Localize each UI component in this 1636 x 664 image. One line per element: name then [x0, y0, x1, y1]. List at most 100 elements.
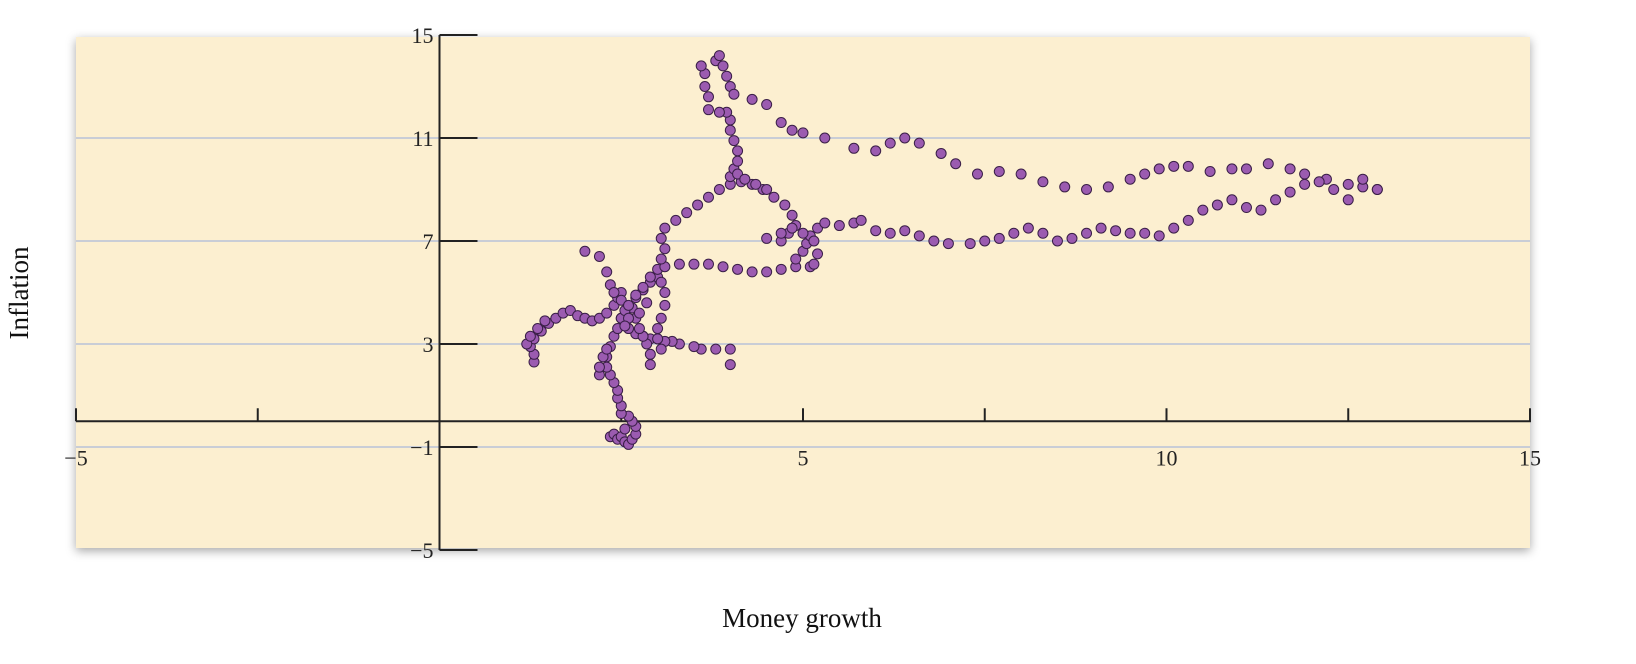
data-point: [699, 81, 711, 92]
data-point: [819, 132, 831, 144]
data-point: [655, 276, 667, 288]
data-point: [812, 248, 824, 260]
data-point: [633, 323, 645, 335]
data-point: [713, 50, 725, 62]
data-point: [1139, 168, 1151, 180]
data-point: [1204, 165, 1216, 177]
data-point: [1262, 158, 1274, 170]
data-point: [1153, 230, 1165, 242]
data-point: [913, 137, 925, 149]
data-point: [739, 173, 751, 185]
data-point: [601, 266, 613, 278]
data-point: [644, 348, 656, 360]
data-point: [899, 132, 911, 144]
data-point: [1255, 204, 1267, 216]
data-point: [1168, 222, 1180, 234]
data-point: [971, 168, 983, 180]
data-point: [761, 266, 773, 278]
data-point: [717, 60, 729, 72]
data-point: [633, 307, 645, 319]
data-point: [608, 287, 620, 298]
data-point: [790, 253, 802, 265]
data-point: [659, 222, 671, 234]
y-tick-label: 11: [412, 126, 433, 151]
data-point: [964, 238, 976, 250]
data-point: [750, 178, 762, 190]
data-point: [601, 343, 613, 355]
data-point: [688, 341, 700, 353]
data-point: [702, 104, 714, 116]
x-tick-label: 10: [1156, 445, 1178, 470]
data-point: [808, 235, 820, 247]
data-point: [761, 99, 773, 111]
data-point: [884, 227, 896, 239]
data-point: [579, 245, 591, 257]
data-point: [775, 263, 787, 275]
data-point: [1153, 163, 1165, 175]
data-point: [746, 93, 758, 105]
data-point: [935, 147, 947, 159]
data-point: [539, 315, 551, 327]
data-point: [761, 184, 773, 195]
data-point: [1197, 204, 1209, 216]
data-point: [1066, 232, 1078, 244]
data-point: [1299, 178, 1311, 190]
data-point: [1037, 176, 1049, 188]
data-point: [644, 271, 656, 283]
data-point: [695, 60, 707, 72]
data-point: [619, 423, 631, 435]
data-point: [673, 258, 685, 270]
data-point: [1226, 163, 1238, 175]
data-point: [1008, 227, 1020, 239]
data-point: [1371, 184, 1383, 195]
data-point: [623, 299, 635, 311]
data-point: [775, 117, 787, 129]
data-point: [659, 299, 671, 311]
data-point: [993, 232, 1005, 244]
data-point: [993, 165, 1005, 177]
data-point: [913, 230, 925, 242]
data-points: [521, 50, 1383, 450]
data-point: [797, 127, 809, 139]
data-point: [855, 214, 867, 226]
y-tick-label: 15: [412, 23, 434, 48]
data-point: [681, 207, 693, 219]
data-point: [702, 258, 714, 270]
data-point: [761, 232, 773, 244]
data-point: [593, 361, 605, 373]
data-point: [688, 258, 700, 270]
data-point: [884, 137, 896, 149]
data-point: [1015, 168, 1027, 180]
data-point: [721, 70, 733, 82]
tick-labels: −5 5 10 15 15 11 7 3 −1 −5: [64, 23, 1541, 563]
data-point: [1124, 227, 1136, 239]
data-point: [819, 217, 831, 229]
data-point: [1124, 173, 1136, 185]
data-point: [637, 281, 649, 293]
data-point: [1211, 199, 1223, 211]
data-point: [833, 220, 845, 232]
data-point: [1168, 160, 1180, 172]
data-point: [655, 232, 667, 244]
data-point: [848, 142, 860, 154]
y-tick-label: 3: [423, 332, 434, 357]
data-point: [928, 235, 940, 247]
data-point: [1240, 202, 1252, 214]
data-point: [652, 333, 664, 345]
data-point: [870, 225, 882, 237]
x-tick-label: 15: [1519, 445, 1541, 470]
data-point: [641, 297, 653, 309]
data-point: [655, 343, 667, 355]
data-point: [644, 359, 656, 371]
data-point: [655, 312, 667, 324]
data-point: [659, 287, 671, 298]
data-point: [717, 261, 729, 273]
data-point: [1022, 222, 1034, 234]
data-point: [692, 199, 704, 211]
data-point: [1182, 160, 1194, 172]
data-point: [724, 343, 736, 355]
data-point: [979, 235, 991, 247]
data-point: [619, 320, 631, 332]
data-point: [1095, 222, 1107, 234]
